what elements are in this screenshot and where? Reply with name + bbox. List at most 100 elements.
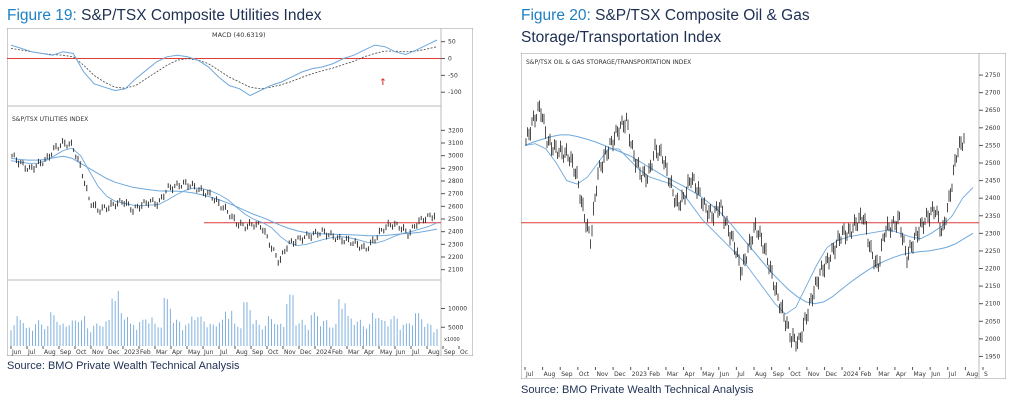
price-tick-label: 2250 [985, 248, 1000, 255]
x-tick-label: Aug [428, 349, 440, 356]
x-tick-label: Sep [773, 371, 785, 378]
x-tick-label: Apr [172, 349, 183, 356]
x-tick-label: Jul [736, 371, 745, 378]
price-tick-label: 2050 [985, 318, 1000, 325]
x-tick-label: Nov [596, 371, 608, 378]
x-tick-label: May [188, 349, 201, 356]
price-tick-label: 2700 [448, 191, 463, 198]
price-tick-label: 2600 [448, 203, 463, 210]
price-tick-label: 2900 [448, 165, 463, 172]
price-tick-label: 2400 [985, 195, 1000, 202]
x-tick-label: 2023 [632, 371, 647, 378]
x-tick-label: Nov [92, 349, 104, 356]
price-tick-label: 2300 [985, 230, 1000, 237]
x-tick-label: Dec [614, 371, 626, 378]
x-tick-label: S [984, 371, 988, 378]
price-tick-label: 2550 [985, 142, 1000, 149]
long-moving-average [524, 134, 974, 305]
x-tick-label: 2024 [843, 371, 858, 378]
price-tick-label: 2400 [448, 229, 463, 236]
x-tick-label: Dec [825, 371, 837, 378]
x-tick-label: Jul [525, 371, 534, 378]
figure-19-title-text: S&P/TSX Composite Utilities Index [81, 7, 322, 24]
x-tick-label: Oct [579, 371, 590, 378]
utilities-chart: ↑ MACD (40.6319) S&P/TSX UTILITIES INDEX… [7, 28, 473, 356]
price-tick-label: 3200 [448, 127, 463, 134]
x-tick-label: 2024 [316, 349, 331, 356]
price-tick-label: 2800 [448, 178, 463, 185]
x-tick-label: May [702, 371, 715, 378]
price-tick-label: 2200 [448, 254, 463, 261]
price-tick-label: 2300 [448, 241, 463, 248]
x-tick-label: Sep [561, 371, 573, 378]
x-tick-label: Jul [219, 349, 228, 356]
oil-gas-chart: S&P/TSX OIL & GAS STORAGE/TRANSPORTATION… [521, 53, 1006, 379]
x-tick-label: Aug [236, 349, 248, 356]
x-tick-label: May [914, 371, 927, 378]
macd-arrow-annotation: ↑ [379, 78, 387, 88]
figure-19-source: Source: BMO Private Wealth Technical Ana… [7, 360, 240, 372]
price-bars [525, 100, 965, 352]
price-tick-label: 2500 [985, 160, 1000, 167]
x-tick-label: Nov [284, 349, 296, 356]
price-tick-label: 2000 [985, 336, 1000, 343]
x-tick-label: Jul [411, 349, 420, 356]
price-tick-label: 2600 [985, 125, 1000, 132]
macd-tick-label: 0 [448, 56, 452, 63]
figure-19-number: Figure 19 [7, 7, 73, 24]
x-tick-label: Sep [252, 349, 264, 356]
long-moving-average [10, 155, 438, 237]
x-tick-label: Oct [76, 349, 87, 356]
x-tick-label: Apr [364, 349, 375, 356]
x-tick-label: Jun [11, 349, 22, 356]
x-tick-label: Apr [896, 371, 907, 378]
x-tick-label: Feb [861, 371, 872, 378]
macd-line [10, 39, 438, 97]
x-tick-label: Dec [300, 349, 312, 356]
x-tick-label: Mar [156, 349, 168, 356]
x-tick-label: Oc [460, 349, 468, 356]
price-panel-label-oil-gas: S&P/TSX OIL & GAS STORAGE/TRANSPORTATION… [526, 59, 691, 66]
macd-tick-label: 50 [448, 39, 456, 46]
x-tick-label: Jun [203, 349, 214, 356]
macd-signal-line [10, 46, 438, 90]
x-tick-label: Sep [60, 349, 72, 356]
price-tick-label: 1950 [985, 353, 1000, 360]
price-tick-label: 2750 [985, 72, 1000, 79]
x-tick-label: Nov [808, 371, 820, 378]
x-tick-label: Feb [649, 371, 660, 378]
x-tick-label: Mar [878, 371, 890, 378]
x-tick-label: Jun [719, 371, 730, 378]
x-tick-label: Feb [332, 349, 343, 356]
x-tick-label: Aug [544, 371, 556, 378]
volume-unit-note: x1000 [444, 337, 460, 343]
x-tick-label: Aug [755, 371, 767, 378]
x-tick-label: Jul [948, 371, 957, 378]
x-tick-label: Aug [44, 349, 56, 356]
price-tick-label: 2450 [985, 178, 1000, 185]
figure-20-number: Figure 20 [521, 7, 587, 24]
price-bars [11, 138, 435, 266]
x-tick-label: Dec [108, 349, 120, 356]
figure-20-source: Source: BMO Private Wealth Technical Ana… [521, 384, 754, 396]
price-tick-label: 2500 [448, 216, 463, 223]
price-tick-label: 2650 [985, 107, 1000, 114]
x-tick-label: May [380, 349, 393, 356]
x-tick-label: Jun [395, 349, 406, 356]
price-tick-label: 2200 [985, 266, 1000, 273]
x-tick-label: Sep [444, 349, 456, 356]
price-tick-label: 2700 [985, 90, 1000, 97]
x-tick-label: Apr [685, 371, 696, 378]
figure-20-title: Figure 20: S&P/TSX Composite Oil & Gas S… [521, 7, 810, 46]
price-tick-label: 3000 [448, 153, 463, 160]
macd-label: MACD (40.6319) [212, 31, 266, 39]
x-tick-label: Mar [667, 371, 679, 378]
price-panel-label: S&P/TSX UTILITIES INDEX [12, 116, 88, 123]
x-tick-label: Oct [790, 371, 801, 378]
volume-tick-label: 5000 [448, 324, 463, 331]
price-tick-label: 2100 [985, 301, 1000, 308]
x-tick-label: Jul [27, 349, 36, 356]
price-tick-label: 2150 [985, 283, 1000, 290]
macd-tick-label: -100 [448, 89, 462, 96]
figure-20-title-line2: Storage/Transportation Index [521, 29, 722, 46]
